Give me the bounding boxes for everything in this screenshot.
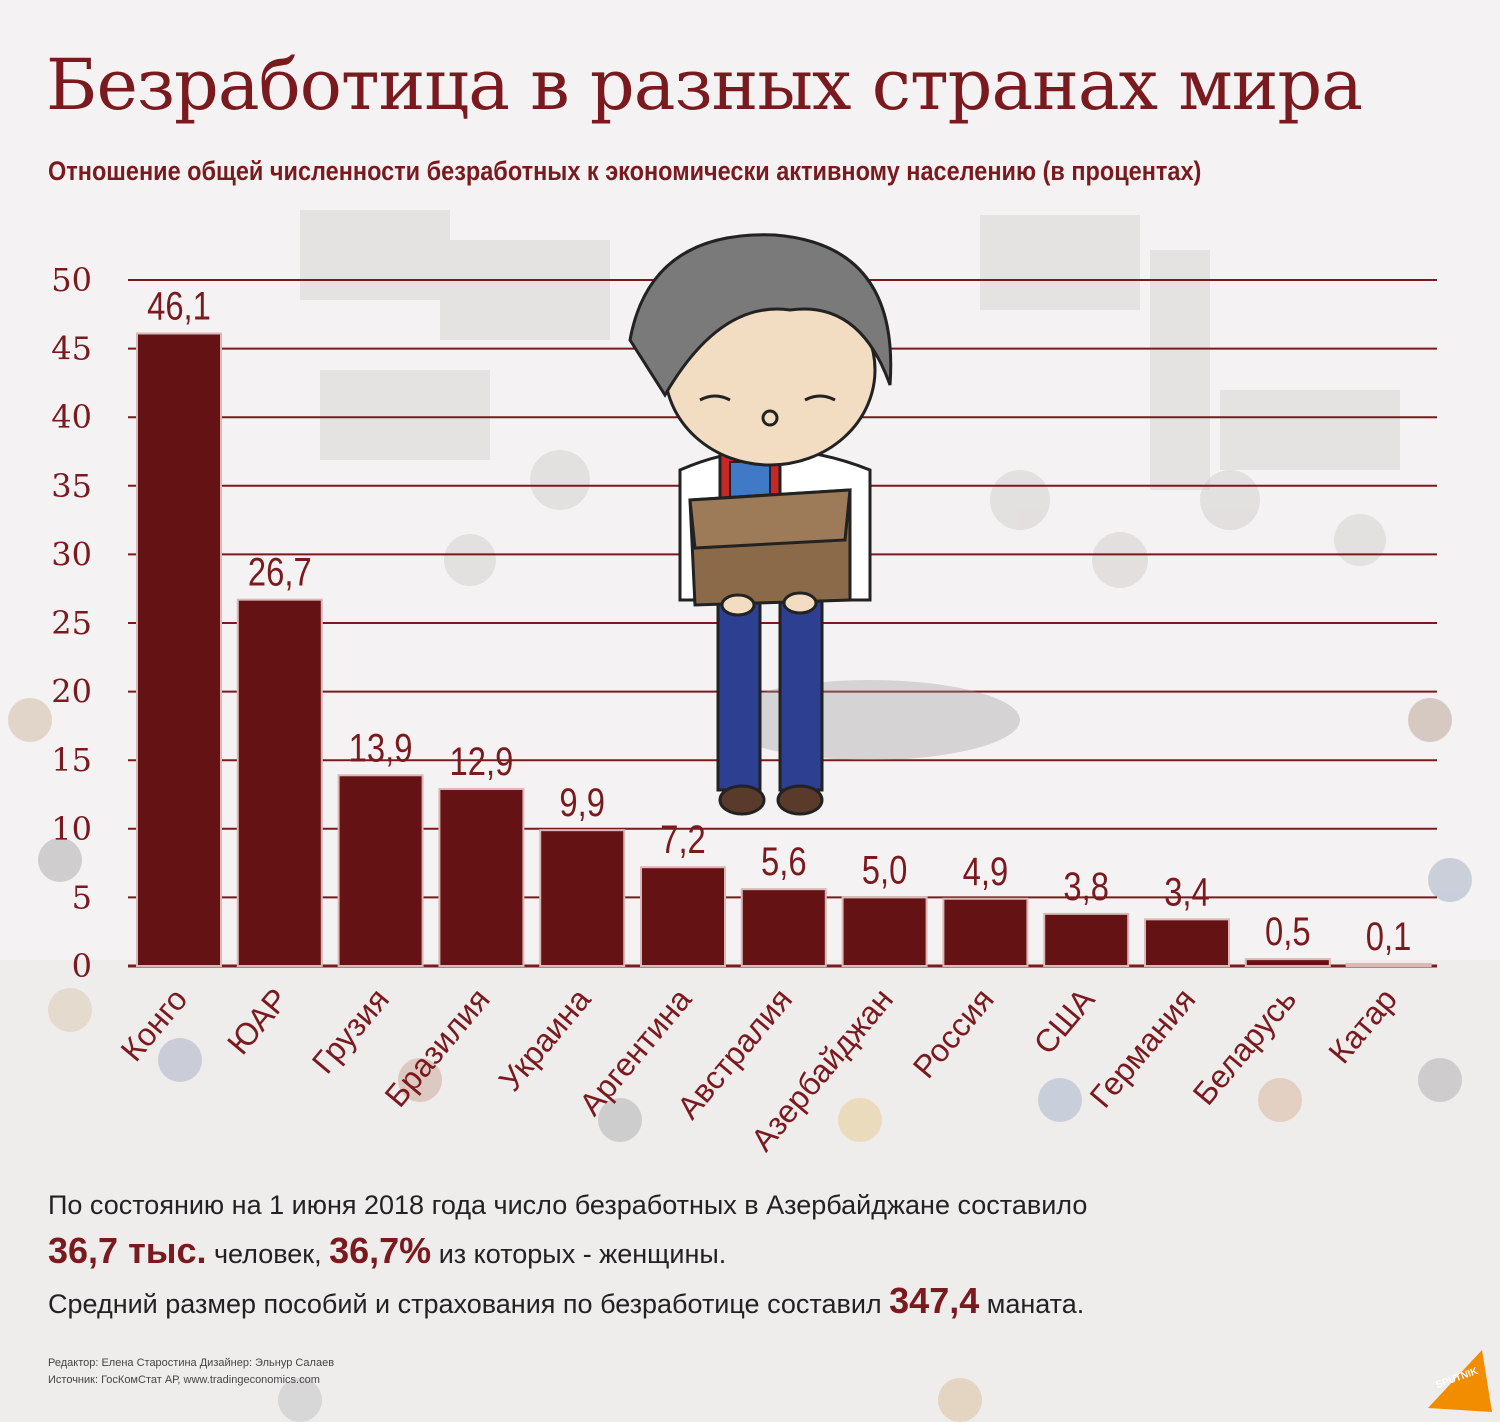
value-label: 3,4 <box>1164 869 1210 914</box>
note-benefit-text: Средний размер пособий и страхования по … <box>48 1289 890 1319</box>
benefit-amount: 347,4 <box>889 1280 980 1321</box>
note-line-3: Средний размер пособий и страхования по … <box>48 1280 1084 1322</box>
bar-1 <box>236 598 323 968</box>
x-tick-label: Грузия <box>305 981 396 1080</box>
note-line-1: По состоянию на 1 июня 2018 года число б… <box>48 1190 1088 1220</box>
value-label: 26,7 <box>248 550 312 595</box>
bar-8 <box>942 897 1029 967</box>
value-labels: 46,1 26,7 13,9 12,9 9,9 7,2 5,6 5,0 4,9 3,8 3,4 0,5… <box>147 283 1411 958</box>
y-tick-label: 25 <box>51 604 92 642</box>
y-tick-label: 45 <box>51 330 92 368</box>
x-tick-label: Конго <box>114 981 195 1068</box>
y-axis-ticks: 0 5 10 15 20 25 30 35 40 45 50 <box>51 261 92 985</box>
y-tick-label: 10 <box>51 810 92 848</box>
x-tick-label: Украина <box>492 981 598 1098</box>
bar-6 <box>740 888 827 968</box>
note-mid: человек, <box>206 1239 330 1269</box>
x-tick-label: Беларусь <box>1186 981 1304 1111</box>
page-subtitle: Отношение общей численности безработных … <box>48 156 1202 186</box>
x-tick-label: Германия <box>1083 981 1203 1114</box>
x-axis-labels: Конго ЮАР ГрузияБразилияУкраинаАргентинаАв… <box>114 981 1404 1158</box>
bar-0 <box>136 332 222 967</box>
value-label: 4,9 <box>963 849 1009 894</box>
value-label: 13,9 <box>349 725 413 770</box>
y-tick-label: 5 <box>72 878 92 916</box>
bar-12 <box>1345 963 1432 967</box>
women-share: 36,7% <box>329 1230 432 1271</box>
y-tick-label: 35 <box>51 467 92 505</box>
note-end: из которых - женщины. <box>431 1239 727 1269</box>
y-tick-label: 50 <box>51 261 92 299</box>
page-title: Безработица в разных странах мира <box>46 44 1363 126</box>
bar-3 <box>438 788 525 968</box>
credits-source: Источник: ГосКомСтат АР, www.tradingecon… <box>48 1374 320 1386</box>
value-label: 0,1 <box>1366 914 1412 959</box>
note-benefit-end: маната. <box>979 1289 1085 1319</box>
x-tick-label: Россия <box>906 981 1001 1085</box>
y-tick-label: 40 <box>51 398 92 436</box>
x-tick-label: ЮАР <box>220 981 295 1061</box>
y-tick-label: 0 <box>72 947 92 985</box>
unemployed-man-illustration <box>628 233 1020 816</box>
value-label: 46,1 <box>147 283 211 328</box>
value-label: 12,9 <box>449 739 513 784</box>
bar-7 <box>841 896 928 968</box>
y-tick-label: 30 <box>51 535 92 573</box>
x-tick-label: США <box>1027 981 1102 1061</box>
bars <box>136 332 1432 968</box>
value-label: 9,9 <box>559 780 605 825</box>
y-tick-label: 15 <box>51 741 92 779</box>
credits-editor: Редактор: Елена Старостина Дизайнер: Эль… <box>48 1357 335 1369</box>
bar-5 <box>640 866 726 967</box>
value-label: 7,2 <box>660 817 706 862</box>
x-tick-label: Бразилия <box>377 981 496 1113</box>
bar-4 <box>539 829 626 967</box>
value-label: 5,6 <box>761 839 807 884</box>
bar-9 <box>1043 912 1130 968</box>
x-tick-label: Катар <box>1321 981 1404 1070</box>
bar-10 <box>1144 918 1230 967</box>
bar-11 <box>1244 958 1331 968</box>
sputnik-logo-icon <box>1428 1350 1492 1412</box>
bar-2 <box>337 774 424 967</box>
value-label: 3,8 <box>1063 864 1109 909</box>
y-tick-label: 20 <box>51 673 92 711</box>
value-label: 0,5 <box>1265 909 1311 954</box>
unemployed-count: 36,7 тыс. <box>48 1230 207 1271</box>
value-label: 5,0 <box>862 847 908 892</box>
note-line-2: 36,7 тыс. человек, 36,7% из которых - же… <box>48 1230 726 1272</box>
